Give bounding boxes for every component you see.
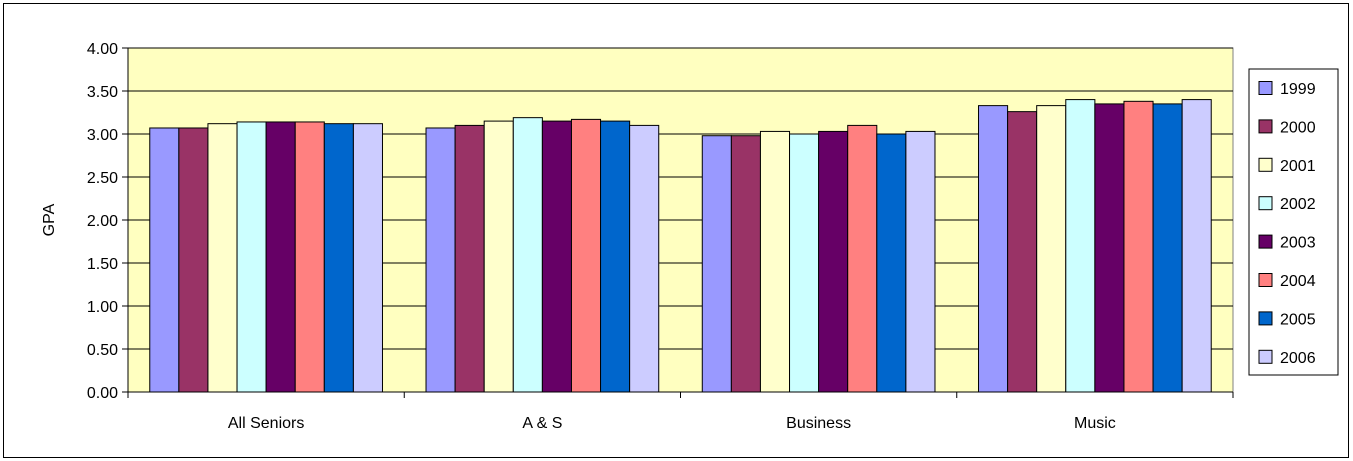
bar: [454, 124, 485, 393]
legend-label: 2001: [1280, 158, 1316, 175]
bar: [570, 118, 602, 393]
bar: [236, 121, 267, 393]
bar: [905, 130, 936, 393]
legend-swatch: [1258, 273, 1273, 287]
bar: [541, 120, 572, 393]
bar: [265, 121, 296, 393]
bar: [1152, 103, 1183, 393]
y-tick-label: 4.00: [87, 41, 118, 58]
bar: [701, 135, 732, 393]
bar: [629, 124, 660, 393]
legend-label: 2006: [1280, 350, 1316, 367]
legend: 1999 2000 2001 2002 2003 2004 2005 2006: [1248, 68, 1339, 376]
bar: [323, 123, 354, 393]
legend-label: 2003: [1280, 235, 1316, 252]
y-axis-title: GPA: [41, 203, 58, 236]
y-tick-label: 3.00: [87, 127, 118, 144]
legend-label: 2004: [1280, 273, 1316, 290]
bar: [1181, 99, 1212, 393]
bar: [1094, 103, 1125, 393]
y-tick-label: 1.00: [87, 299, 118, 316]
bar: [759, 130, 791, 393]
x-tick-label: Music: [1074, 415, 1116, 432]
legend-label: 2005: [1280, 311, 1316, 328]
y-tick-label: 0.50: [87, 342, 118, 359]
bar: [425, 127, 456, 393]
legend-swatch: [1258, 81, 1273, 95]
legend-label: 2002: [1280, 196, 1316, 213]
axes: 0.00 0.50 1.00 1.50 2.00 2.50 3.00 3.50 4.00 All …: [87, 41, 1234, 432]
legend-swatch: [1258, 311, 1273, 326]
legend-box: [1248, 68, 1339, 376]
bars: [149, 99, 1212, 393]
bar: [876, 133, 907, 393]
legend-swatch: [1258, 349, 1273, 364]
bar: [178, 127, 209, 393]
bar: [1123, 100, 1154, 393]
bar: [600, 120, 631, 393]
x-tick-label: A & S: [522, 415, 562, 432]
y-tick-label: 1.50: [87, 256, 118, 273]
bar: [207, 123, 238, 393]
bar: [483, 120, 514, 393]
x-tick-label: Business: [786, 415, 851, 432]
bar: [352, 123, 383, 393]
y-tick-label: 2.50: [87, 170, 118, 187]
bar: [512, 117, 543, 393]
bar: [978, 105, 1009, 393]
legend-label: 2000: [1280, 119, 1316, 136]
legend-swatch: [1258, 157, 1273, 172]
legend-swatch: [1258, 119, 1273, 134]
y-tick-label: 2.00: [87, 213, 118, 230]
bar: [1065, 99, 1096, 393]
bar: [818, 130, 849, 393]
bar: [789, 133, 820, 393]
legend-label: 1999: [1280, 81, 1316, 98]
bar: [294, 121, 325, 393]
y-tick-label: 0.00: [87, 385, 118, 402]
legend-swatch: [1258, 234, 1273, 249]
legend-swatch: [1258, 196, 1273, 211]
bar: [730, 135, 761, 393]
bar: [1007, 111, 1038, 393]
bar: [149, 127, 180, 393]
y-tick-label: 3.50: [87, 84, 118, 101]
x-tick-label: All Seniors: [228, 415, 304, 432]
bar: [1036, 105, 1067, 393]
bar: [847, 124, 878, 393]
